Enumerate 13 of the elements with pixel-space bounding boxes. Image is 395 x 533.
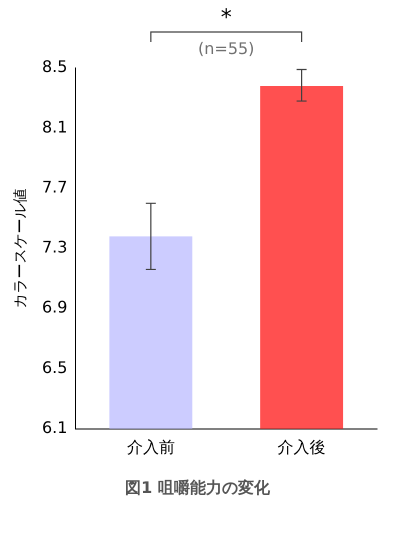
y-tick-label: 6.9: [42, 298, 68, 317]
y-tick-label: 6.1: [42, 418, 68, 437]
y-tick-label: 7.7: [42, 177, 68, 196]
y-tick-label: 8.5: [42, 57, 68, 76]
y-axis-title: カラースケール値: [10, 188, 29, 308]
y-tick-label: 7.3: [42, 238, 68, 257]
text: *: [220, 6, 232, 31]
y-tick-label: 8.1: [42, 117, 68, 136]
x-tick-label: 介入前: [126, 438, 175, 457]
text: 図1 咀嚼能力の変化: [124, 478, 271, 499]
x-tick-label: 介入後: [278, 438, 326, 457]
y-tick-label: 6.5: [42, 358, 68, 377]
text: (n=55): [198, 39, 254, 58]
